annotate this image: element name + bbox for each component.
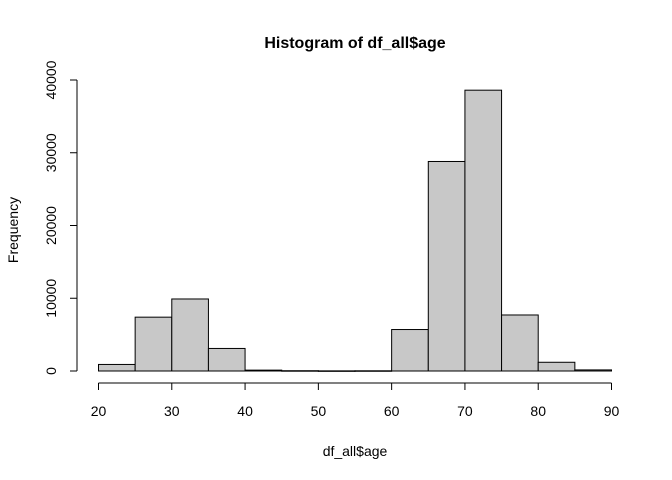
x-tick-label: 60 [384, 403, 400, 419]
histogram-bar-50-55 [317, 370, 356, 372]
y-tick-label: 20000 [43, 206, 59, 245]
x-tick-label: 80 [530, 403, 546, 419]
histogram-bar-20-25 [98, 363, 136, 372]
x-tick-label: 20 [91, 403, 107, 419]
x-tick-label: 30 [164, 403, 180, 419]
histogram-bar-35-40 [207, 347, 246, 372]
y-tick-label: 0 [43, 367, 59, 375]
y-tick-label: 30000 [43, 133, 59, 172]
x-tick-label: 90 [604, 403, 620, 419]
x-tick-label: 50 [311, 403, 327, 419]
histogram-bar-80-85 [537, 361, 576, 372]
histogram-bar-75-80 [501, 314, 539, 372]
histogram-bar-60-65 [391, 329, 429, 372]
histogram-bar-55-60 [354, 370, 393, 372]
x-tick-label: 70 [457, 403, 473, 419]
y-tick-label: 40000 [43, 60, 59, 99]
y-axis-label: Frequency [5, 197, 21, 263]
x-tick-label: 40 [237, 403, 253, 419]
histogram-bar-30-35 [171, 298, 209, 372]
histogram-bar-25-30 [134, 316, 173, 372]
x-axis: 20 30 40 50 60 70 80 90 [91, 382, 620, 419]
chart-title: Histogram of df_all$age [264, 35, 445, 52]
histogram-bar-40-45 [244, 369, 283, 372]
histogram-bar-65-70 [427, 160, 466, 372]
y-tick-label: 10000 [43, 279, 59, 318]
y-axis: 0 10000 20000 30000 40000 [43, 60, 78, 375]
histogram-bar-45-50 [281, 370, 319, 372]
x-axis-label: df_all$age [323, 443, 388, 459]
histogram-bar-85-90 [574, 369, 612, 372]
histogram-bars [98, 89, 612, 372]
histogram-bar-70-75 [464, 89, 503, 372]
